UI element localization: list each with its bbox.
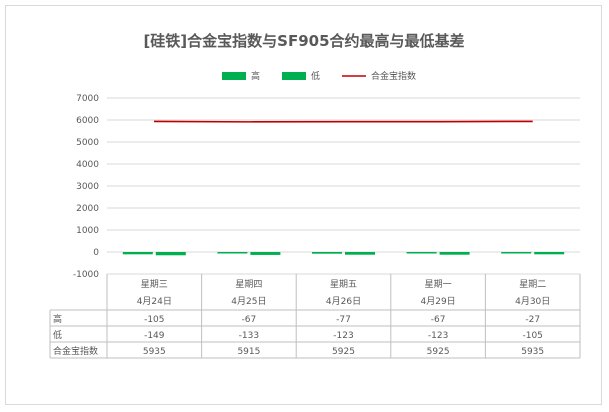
chart-legend: 高 低 合金宝指数	[222, 70, 416, 82]
table-cell: -27	[525, 315, 540, 325]
grid-lines	[107, 97, 580, 275]
category-label: 星期二	[519, 279, 546, 290]
date-label: 4月26日	[326, 296, 361, 307]
table-cell: -67	[431, 315, 446, 325]
y-tick-label: 1000	[76, 226, 99, 236]
bar-high	[312, 252, 342, 254]
bar-low	[155, 252, 186, 256]
date-label: 4月30日	[515, 296, 550, 307]
legend-label: 低	[311, 70, 320, 82]
category-label: 星期五	[330, 279, 357, 290]
table-cell: -123	[428, 331, 448, 341]
table-cell: -123	[333, 331, 353, 341]
y-axis: 7000 6000 5000 4000 3000 2000 1000 0 -1000	[73, 94, 99, 280]
date-label: 4月29日	[421, 296, 456, 307]
y-tick-label: 4000	[76, 160, 99, 170]
table-cell: -149	[144, 331, 165, 341]
table-cell: -77	[336, 315, 351, 325]
y-tick-label: 3000	[76, 182, 99, 192]
bar-low	[250, 252, 281, 255]
bar-series	[122, 252, 565, 256]
legend-label: 高	[251, 70, 260, 82]
bar-low	[439, 252, 470, 255]
table-cell: 5925	[332, 347, 355, 357]
category-label: 星期一	[425, 279, 452, 290]
legend-label: 合金宝指数	[371, 70, 416, 82]
table-cell: -133	[239, 331, 259, 341]
table-cell: -105	[144, 315, 164, 325]
legend-swatch	[282, 72, 306, 80]
table-row-label: 低	[53, 329, 62, 341]
bar-high	[406, 252, 437, 254]
table-row-label: 高	[53, 313, 62, 325]
y-tick-label: 0	[93, 248, 99, 258]
category-label: 星期四	[235, 279, 262, 290]
bar-low	[345, 252, 375, 255]
y-tick-label: -1000	[73, 270, 99, 280]
y-tick-label: 2000	[76, 204, 99, 214]
y-tick-label: 6000	[76, 116, 99, 126]
table-cell: -105	[522, 331, 542, 341]
date-label: 4月25日	[231, 296, 266, 307]
chart-frame	[5, 5, 602, 405]
table-cell: 5935	[143, 347, 166, 357]
bar-high	[217, 252, 248, 254]
table-cell: 5935	[521, 347, 544, 357]
data-table: 星期三 4月24日 星期四 4月25日 星期五 4月26日 星期一 4月29日 星期二 4月30日…	[49, 274, 581, 359]
y-tick-label: 7000	[76, 94, 99, 104]
bar-high	[122, 252, 153, 255]
chart-title: [硅铁]合金宝指数与SF905合约最高与最低基差	[143, 32, 464, 50]
table-cell: 5915	[237, 347, 260, 357]
table-row-label: 合金宝指数	[53, 345, 98, 357]
bar-high	[501, 252, 532, 254]
table-cell: -67	[242, 315, 257, 325]
y-tick-label: 5000	[76, 138, 99, 148]
table-cell: 5925	[427, 347, 450, 357]
category-label: 星期三	[141, 279, 168, 290]
date-label: 4月24日	[137, 296, 172, 307]
legend-swatch	[222, 72, 246, 80]
bar-low	[534, 252, 565, 255]
